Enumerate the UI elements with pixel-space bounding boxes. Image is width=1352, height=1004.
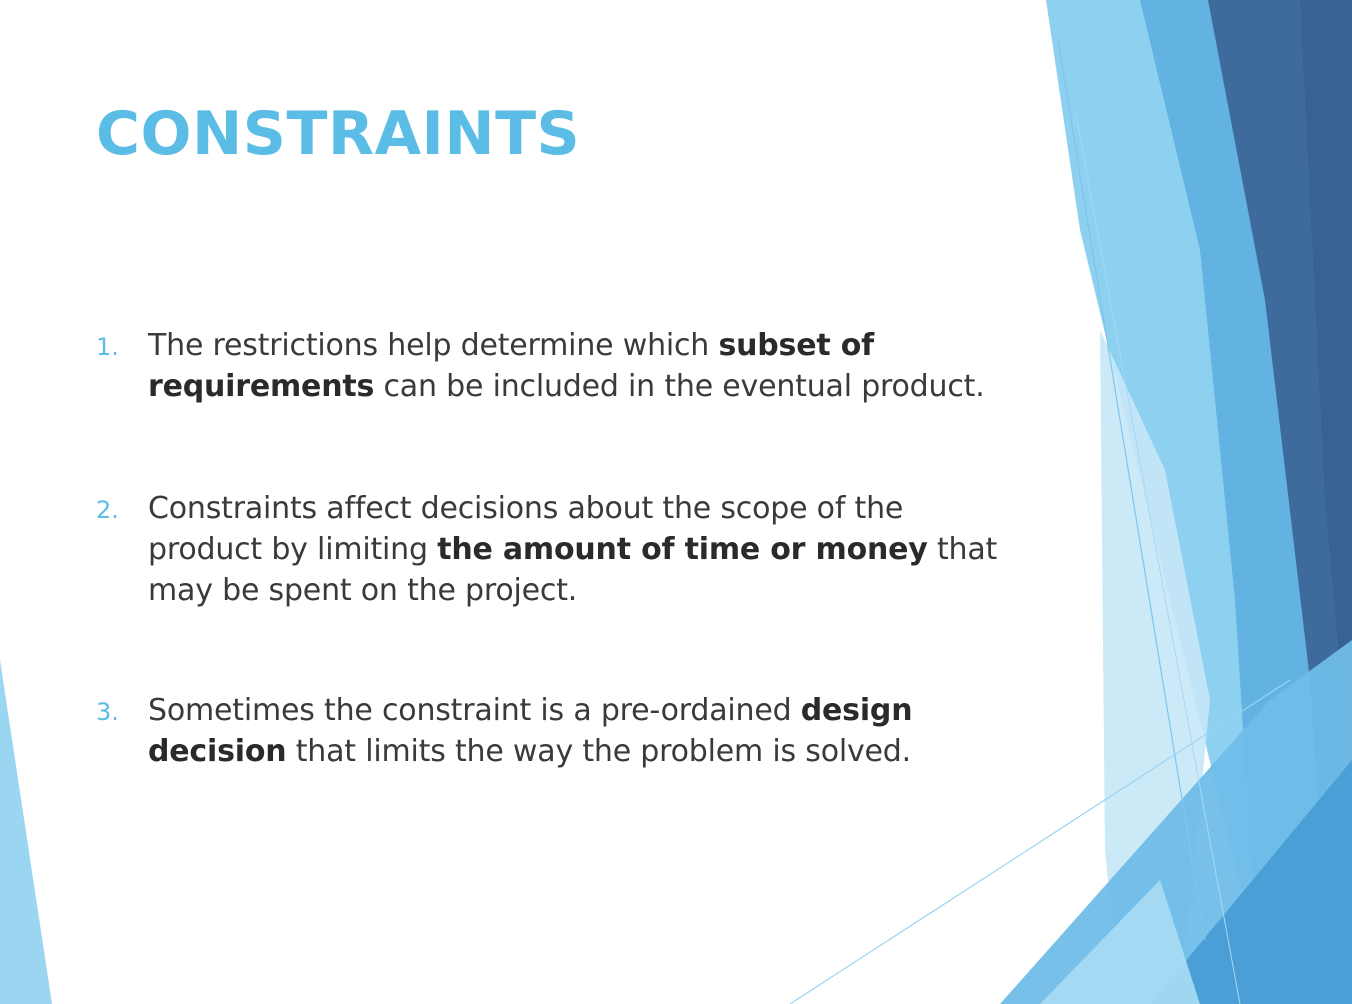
- accent-line-1: [1057, 39, 1206, 941]
- list-number: 1.: [96, 333, 119, 361]
- bottom-pale-triangle: [1040, 880, 1200, 1004]
- bold-text-segment: design decision: [148, 693, 913, 769]
- accent-line-3: [1074, 109, 1241, 1004]
- list-item-text: Sometimes the constraint is a pre-ordain…: [148, 690, 1026, 772]
- dark-blue-shade: [1300, 0, 1352, 800]
- bottom-mid-triangle: [1150, 760, 1352, 1004]
- list-item-2: 2. Constraints affect decisions about th…: [96, 488, 1026, 611]
- list-number: 3.: [96, 698, 119, 726]
- text-segment: can be included in the eventual product.: [374, 369, 985, 404]
- list-item-3: 3. Sometimes the constraint is a pre-ord…: [96, 690, 1026, 772]
- accent-line-2: [789, 679, 1291, 1004]
- list-item-text: Constraints affect decisions about the s…: [148, 488, 1026, 611]
- text-segment: that may be spent on the project.: [148, 532, 998, 608]
- text-segment: that limits the way the problem is solve…: [286, 734, 911, 769]
- list-number: 2.: [96, 496, 119, 524]
- slide-title: CONSTRAINTS: [96, 99, 581, 169]
- list-item-text: The restrictions help determine which su…: [148, 325, 1026, 407]
- left-edge-shape: [0, 660, 52, 1004]
- text-segment: Sometimes the constraint is a pre-ordain…: [148, 693, 801, 728]
- bold-text-segment: the amount of time or money: [437, 532, 928, 567]
- list-item-1: 1. The restrictions help determine which…: [96, 325, 1026, 407]
- text-segment: Constraints affect decisions about the s…: [148, 491, 904, 567]
- text-segment: The restrictions help determine which: [148, 328, 719, 363]
- bold-text-segment: subset of requirements: [148, 328, 875, 404]
